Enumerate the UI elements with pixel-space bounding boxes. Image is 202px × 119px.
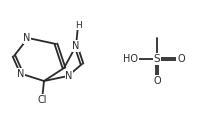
- Text: Cl: Cl: [37, 95, 46, 105]
- Text: N: N: [72, 41, 79, 51]
- Text: O: O: [153, 76, 160, 86]
- Text: H: H: [75, 20, 82, 30]
- Text: N: N: [65, 71, 72, 81]
- Text: O: O: [176, 54, 184, 64]
- Text: S: S: [153, 54, 160, 64]
- Text: N: N: [17, 69, 25, 79]
- Text: N: N: [23, 33, 31, 43]
- Text: HO: HO: [123, 54, 138, 64]
